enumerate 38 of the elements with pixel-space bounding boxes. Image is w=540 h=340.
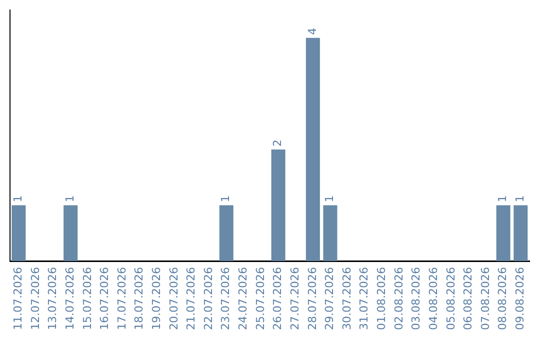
x-tick-label: 03.08.2026 (410, 267, 423, 330)
x-tick-label: 13.07.2026 (46, 267, 60, 330)
data-label: 1 (63, 195, 76, 202)
x-tick-label: 07.08.2026 (478, 267, 492, 330)
x-tick-label: 28.07.2026 (306, 267, 319, 330)
data-label: 1 (12, 195, 25, 202)
x-tick-label: 20.07.2026 (167, 267, 180, 330)
data-label: 1 (513, 195, 526, 202)
x-tick-label: 29.07.2026 (323, 267, 336, 330)
x-tick-label: 27.07.2026 (288, 267, 302, 330)
x-tick-label: 30.07.2026 (340, 267, 354, 330)
x-tick-label: 09.08.2026 (513, 267, 526, 330)
x-tick-label: 17.07.2026 (115, 267, 128, 330)
x-tick-label: 05.08.2026 (444, 267, 458, 330)
x-tick-label: 11.07.2026 (12, 267, 25, 330)
x-tick-label: 08.08.2026 (496, 267, 510, 330)
x-tick-label: 04.08.2026 (426, 267, 440, 330)
x-tick-label: 24.07.2026 (236, 267, 250, 330)
x-tick-label: 12.07.2026 (28, 267, 42, 330)
x-tick-label: 31.07.2026 (358, 267, 371, 330)
x-tick-label: 14.07.2026 (63, 267, 76, 330)
x-tick-label: 06.08.2026 (462, 267, 475, 330)
x-tick-label: 22.07.2026 (202, 267, 215, 330)
x-tick-label: 19.07.2026 (150, 267, 163, 330)
data-label: 1 (219, 195, 232, 202)
data-label: 2 (271, 139, 284, 146)
data-label: 1 (323, 195, 336, 202)
data-label: 4 (306, 28, 319, 35)
x-tick-label: 02.08.2026 (392, 267, 406, 330)
x-tick-label: 15.07.2026 (80, 267, 94, 330)
x-tick-label: 26.07.2026 (271, 267, 284, 330)
x-tick-label: 01.08.2026 (375, 267, 388, 330)
x-tick-label: 16.07.2026 (98, 267, 112, 330)
data-label: 1 (496, 195, 510, 202)
x-tick-label: 25.07.2026 (254, 267, 267, 330)
x-tick-label: 21.07.2026 (184, 267, 198, 330)
x-tick-label: 18.07.2026 (132, 267, 146, 330)
x-tick-label: 23.07.2026 (219, 267, 232, 330)
